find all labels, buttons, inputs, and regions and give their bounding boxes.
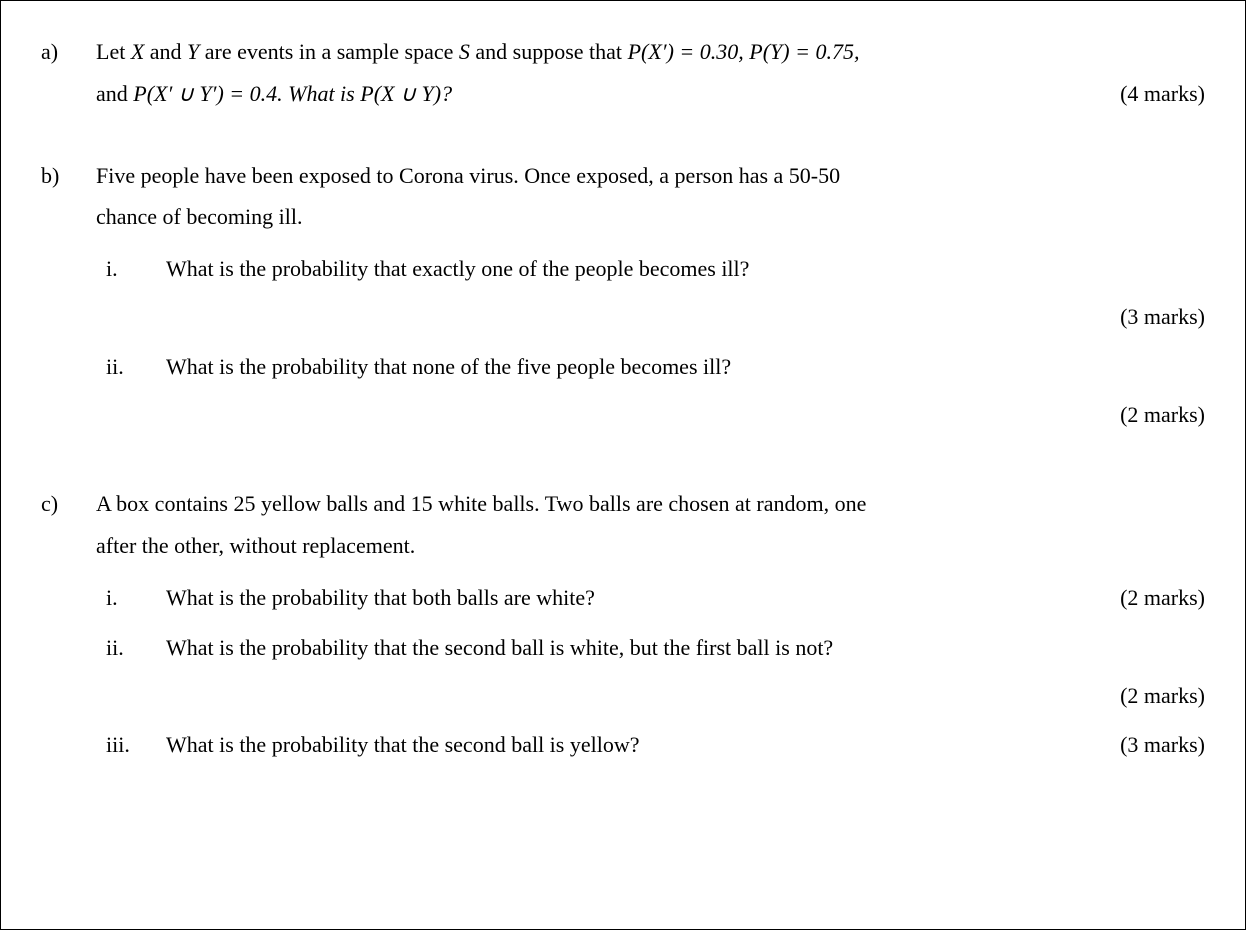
question-c-intro-line2: after the other, without replacement. bbox=[96, 525, 1205, 567]
question-c-iii-row: What is the probability that the second … bbox=[166, 724, 1205, 766]
question-c-i-body: What is the probability that both balls … bbox=[166, 577, 1205, 619]
prob-arg: (X ∪ Y)? bbox=[374, 81, 452, 106]
question-b-label: b) bbox=[41, 155, 96, 444]
question-b-ii: ii. What is the probability that none of… bbox=[96, 346, 1205, 436]
question-b-intro-line1: Five people have been exposed to Corona … bbox=[96, 155, 1205, 197]
text-part: and bbox=[144, 39, 187, 64]
question-c-iii: iii. What is the probability that the se… bbox=[96, 724, 1205, 766]
question-c-iii-marks: (3 marks) bbox=[1120, 724, 1205, 766]
var-S: S bbox=[459, 39, 470, 64]
prob-arg: (X′) = 0.30, bbox=[641, 39, 749, 64]
question-b: b) Five people have been exposed to Coro… bbox=[41, 155, 1205, 444]
question-b-i-body: What is the probability that exactly one… bbox=[166, 248, 1205, 338]
var-X: X bbox=[131, 39, 144, 64]
question-a: a) Let X and Y are events in a sample sp… bbox=[41, 31, 1205, 115]
question-c: c) A box contains 25 yellow balls and 15… bbox=[41, 483, 1205, 774]
question-c-label: c) bbox=[41, 483, 96, 774]
question-c-ii: ii. What is the probability that the sec… bbox=[96, 627, 1205, 717]
prob-func: P bbox=[133, 81, 146, 106]
question-c-i-marks: (2 marks) bbox=[1120, 577, 1205, 619]
question-b-ii-label: ii. bbox=[96, 346, 166, 436]
question-b-sublist: i. What is the probability that exactly … bbox=[96, 248, 1205, 435]
question-c-body: A box contains 25 yellow balls and 15 wh… bbox=[96, 483, 1205, 774]
prob-func: P bbox=[749, 39, 762, 64]
question-c-intro-line1: A box contains 25 yellow balls and 15 wh… bbox=[96, 483, 1205, 525]
question-c-ii-text: What is the probability that the second … bbox=[166, 627, 1205, 669]
question-b-intro: Five people have been exposed to Corona … bbox=[96, 155, 1205, 239]
question-a-label: a) bbox=[41, 31, 96, 115]
question-b-ii-marks: (2 marks) bbox=[166, 394, 1205, 436]
question-b-intro-line2: chance of becoming ill. bbox=[96, 196, 1205, 238]
question-c-i: i. What is the probability that both bal… bbox=[96, 577, 1205, 619]
question-a-line2-text: and P(X′ ∪ Y′) = 0.4. What is P(X ∪ Y)? bbox=[96, 73, 452, 115]
prob-func: P bbox=[360, 81, 373, 106]
question-a-line2: and P(X′ ∪ Y′) = 0.4. What is P(X ∪ Y)? … bbox=[96, 73, 1205, 115]
question-a-marks: (4 marks) bbox=[1120, 73, 1205, 115]
question-a-line1: Let X and Y are events in a sample space… bbox=[96, 31, 1205, 73]
question-b-i-text: What is the probability that exactly one… bbox=[166, 248, 1205, 290]
question-b-ii-text: What is the probability that none of the… bbox=[166, 346, 1205, 388]
text-part: Let bbox=[96, 39, 131, 64]
question-c-iii-label: iii. bbox=[96, 724, 166, 766]
question-c-i-text: What is the probability that both balls … bbox=[166, 577, 595, 619]
question-c-ii-label: ii. bbox=[96, 627, 166, 717]
question-c-ii-marks: (2 marks) bbox=[166, 675, 1205, 717]
question-b-i-marks: (3 marks) bbox=[166, 296, 1205, 338]
question-b-body: Five people have been exposed to Corona … bbox=[96, 155, 1205, 444]
text-part: are events in a sample space bbox=[199, 39, 459, 64]
question-c-iii-body: What is the probability that the second … bbox=[166, 724, 1205, 766]
prob-arg: (Y) = 0.75, bbox=[763, 39, 860, 64]
question-c-intro: A box contains 25 yellow balls and 15 wh… bbox=[96, 483, 1205, 567]
question-c-sublist: i. What is the probability that both bal… bbox=[96, 577, 1205, 766]
var-Y: Y bbox=[187, 39, 199, 64]
text-part: and suppose that bbox=[470, 39, 628, 64]
question-c-iii-text: What is the probability that the second … bbox=[166, 724, 640, 766]
question-c-i-label: i. bbox=[96, 577, 166, 619]
prob-arg: (X′ ∪ Y′) = 0.4. What is bbox=[147, 81, 361, 106]
question-b-i-label: i. bbox=[96, 248, 166, 338]
question-b-ii-body: What is the probability that none of the… bbox=[166, 346, 1205, 436]
question-c-ii-body: What is the probability that the second … bbox=[166, 627, 1205, 717]
question-a-body: Let X and Y are events in a sample space… bbox=[96, 31, 1205, 115]
prob-func: P bbox=[628, 39, 641, 64]
text-part: and bbox=[96, 81, 133, 106]
question-b-i: i. What is the probability that exactly … bbox=[96, 248, 1205, 338]
question-c-i-row: What is the probability that both balls … bbox=[166, 577, 1205, 619]
